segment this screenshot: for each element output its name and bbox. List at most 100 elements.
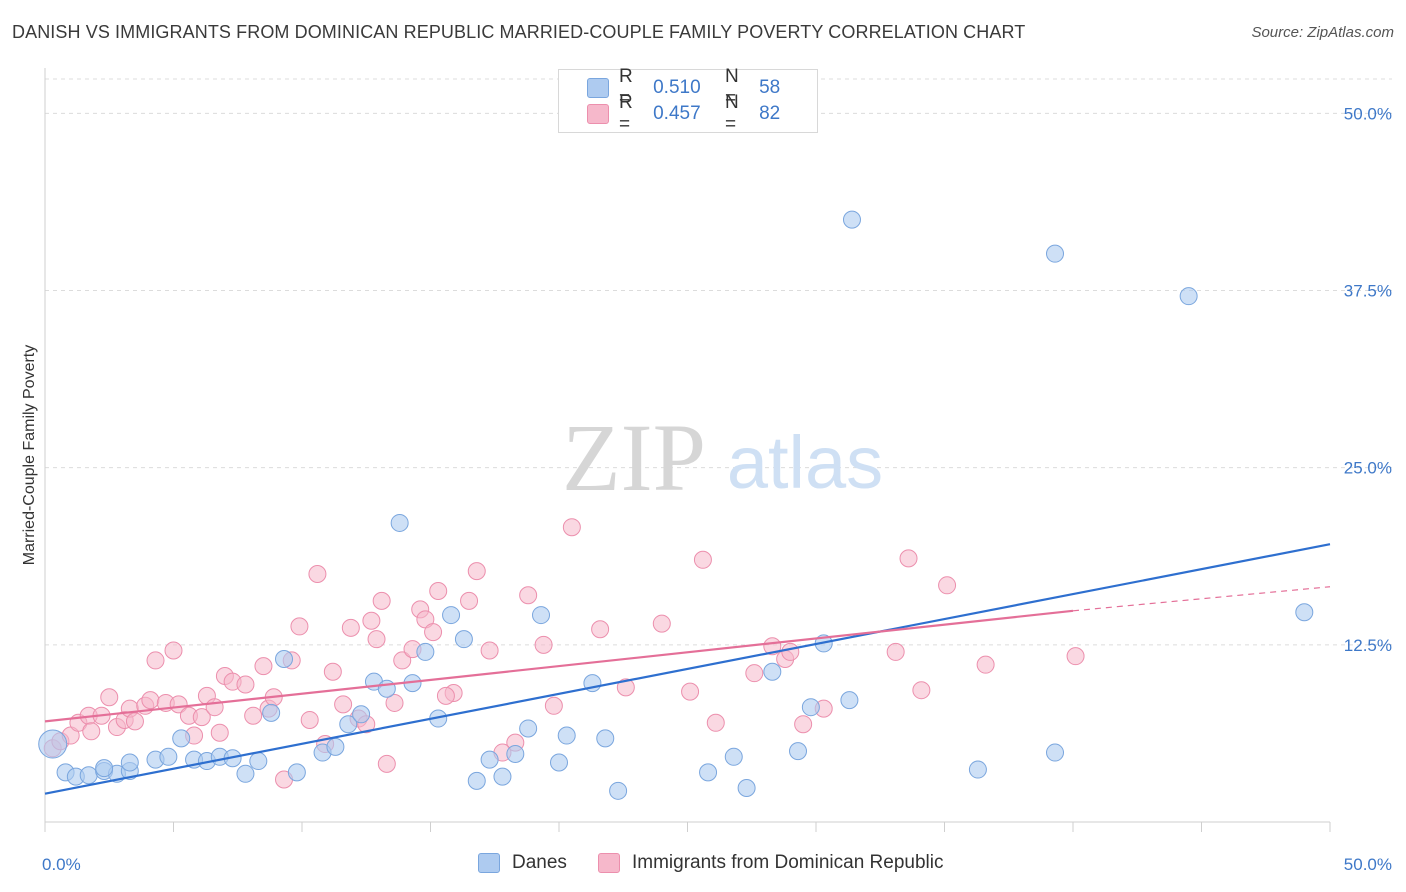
- series-legend: Danes Immigrants from Dominican Republic: [0, 852, 1406, 876]
- dominican-trend-extension: [1072, 586, 1331, 612]
- danes-point-37: [532, 606, 551, 625]
- dominican-point-23: [210, 723, 229, 742]
- dominican-point-66: [693, 550, 712, 569]
- danes-point-43: [699, 763, 718, 782]
- danes-point-17: [262, 703, 281, 722]
- danes-point-10: [172, 729, 191, 748]
- watermark-zip: ZIP: [562, 404, 706, 511]
- dominican-point-16: [164, 641, 183, 660]
- danes-point-36: [519, 719, 538, 738]
- dominican-point-68: [745, 664, 764, 683]
- dominican-point-61: [562, 518, 581, 537]
- dominican-point-81: [436, 686, 455, 705]
- dominican-point-20: [192, 708, 211, 727]
- legend-row-danes: R = 0.510 N = 58: [587, 66, 817, 109]
- r-label: R =: [619, 92, 633, 135]
- legend-swatch-dominican: [587, 104, 609, 124]
- danes-point-39: [557, 726, 576, 745]
- dominican-point-75: [899, 549, 918, 568]
- x-tick-label-max: 50.0%: [1344, 855, 1392, 874]
- legend-label-danes: Danes: [512, 852, 567, 873]
- dominican-point-71: [781, 642, 800, 661]
- dominican-point-43: [367, 630, 386, 649]
- danes-point-38: [550, 753, 568, 772]
- danes-point-34: [493, 767, 512, 786]
- dominican-point-34: [300, 710, 319, 729]
- dominican-point-74: [886, 642, 905, 661]
- danes-point-31: [454, 630, 473, 649]
- dominican-point-27: [244, 706, 263, 725]
- danes-point-48: [801, 698, 820, 717]
- danes-point-19: [287, 763, 306, 782]
- danes-point-42: [609, 781, 628, 800]
- grid-lines: [45, 78, 1392, 646]
- danes-point-7: [120, 753, 139, 772]
- dominican-point-7: [100, 688, 119, 707]
- dominican-point-65: [681, 682, 700, 701]
- tick-labels: 12.5% 25.0% 37.5% 50.0% 0.0% 50.0%: [42, 104, 1392, 874]
- danes-point-33: [480, 750, 499, 769]
- dominican-point-52: [429, 581, 448, 600]
- y-tick-label-0: 12.5%: [1344, 636, 1392, 655]
- dominican-point-58: [519, 586, 538, 605]
- danes-point-44: [724, 747, 743, 766]
- legend-swatch-dominican: [598, 853, 620, 873]
- danes-trend-line: [44, 543, 1331, 795]
- dominican-point-33: [290, 617, 309, 636]
- dominican-point-17: [169, 695, 188, 714]
- legend-item-dominican[interactable]: Immigrants from Dominican Republic: [598, 852, 944, 874]
- n-value-dominican: 82: [759, 103, 781, 124]
- danes-point-41: [596, 729, 615, 748]
- r-value-danes: 0.510: [653, 77, 701, 98]
- danes-point-0: [38, 729, 68, 759]
- axes: [44, 68, 1331, 832]
- dominican-point-67: [706, 713, 725, 732]
- dominican-point-42: [362, 611, 381, 630]
- watermark: ZIP atlas: [562, 404, 883, 511]
- n-value-danes: 58: [759, 77, 781, 98]
- danes-point-25: [377, 679, 396, 698]
- dominican-point-13: [141, 691, 160, 710]
- danes-point-26: [390, 513, 409, 532]
- danes-point-28: [416, 642, 435, 661]
- y-tick-label-2: 37.5%: [1344, 282, 1392, 301]
- dominican-point-59: [534, 635, 553, 654]
- danes-point-3: [79, 766, 98, 785]
- watermark-atlas: atlas: [727, 421, 883, 504]
- danes-point-47: [789, 742, 808, 761]
- danes-point-16: [249, 752, 268, 771]
- dominican-point-79: [1066, 647, 1085, 666]
- dominican-point-62: [591, 620, 610, 639]
- r-value-dominican: 0.457: [653, 103, 701, 124]
- legend-swatch-danes: [478, 853, 500, 873]
- danes-point-51: [842, 210, 861, 229]
- danes-point-54: [1046, 743, 1065, 762]
- stats-legend: R = 0.510 N = 58 R = 0.457 N = 82: [558, 66, 818, 135]
- danes-point-46: [763, 662, 782, 681]
- danes-point-23: [352, 705, 371, 724]
- dominican-point-60: [544, 696, 563, 715]
- dominican-point-51: [424, 623, 443, 642]
- y-tick-label-3: 50.0%: [1344, 104, 1392, 123]
- dominican-point-46: [385, 693, 404, 712]
- danes-point-22: [339, 715, 358, 734]
- dominican-point-35: [308, 564, 327, 583]
- dominican-point-47: [393, 651, 412, 670]
- danes-point-55: [1179, 287, 1198, 306]
- danes-point-21: [326, 737, 345, 756]
- legend-item-danes[interactable]: Danes: [478, 852, 567, 874]
- dominican-point-5: [82, 722, 101, 741]
- danes-point-35: [506, 744, 525, 763]
- danes-point-45: [737, 778, 756, 797]
- dominican-point-56: [480, 641, 499, 660]
- danes-point-56: [1295, 603, 1314, 622]
- danes-point-18: [275, 650, 294, 669]
- r-label: R =: [619, 66, 633, 109]
- dominican-point-64: [652, 614, 671, 633]
- dominican-point-11: [125, 712, 144, 731]
- y-tick-label-1: 25.0%: [1344, 459, 1392, 478]
- dominican-point-14: [146, 651, 165, 670]
- dominican-point-54: [460, 591, 479, 610]
- danes-point-15: [236, 764, 255, 783]
